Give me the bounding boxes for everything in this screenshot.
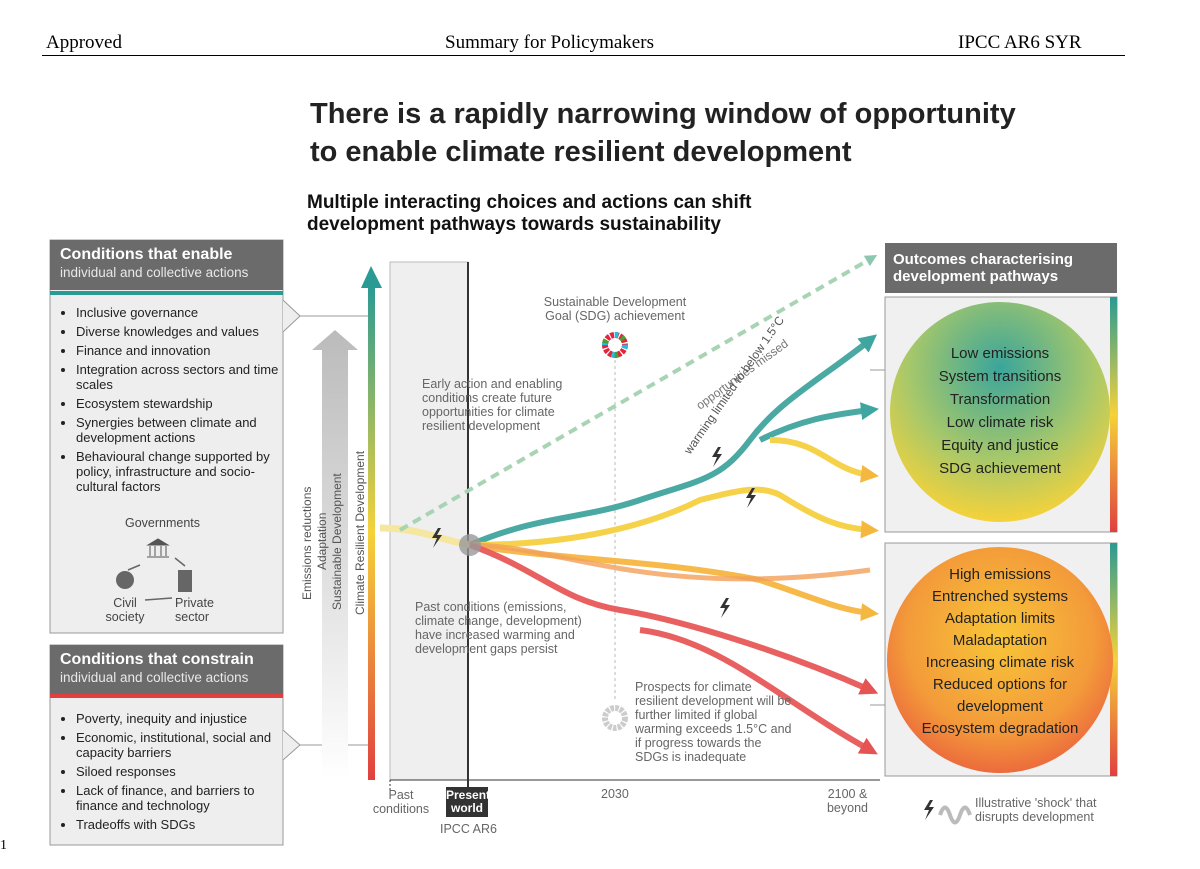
subtitle-line: development pathways towards sustainabil… bbox=[307, 214, 721, 235]
y-label: Adaptation bbox=[315, 512, 329, 570]
y-label: Climate Resilient Development bbox=[353, 450, 367, 615]
good-outcome: Transformation bbox=[949, 391, 1051, 408]
x-label: 2030 bbox=[601, 787, 629, 801]
enable-box bbox=[49, 239, 284, 634]
header-center: Summary for Policymakers bbox=[445, 32, 654, 53]
x-label-present: Present world bbox=[446, 787, 491, 817]
pathway bbox=[468, 542, 879, 695]
good-outcome: Equity and justice bbox=[941, 437, 1059, 454]
title: There is a rapidly narrowing window of o… bbox=[310, 95, 1016, 171]
constrain-item: Lack of finance, and barriers to finance… bbox=[76, 783, 281, 813]
outcome-header bbox=[885, 243, 1117, 293]
x-label-note: IPCC AR6 bbox=[440, 822, 497, 836]
constrain-item: Poverty, inequity and injustice bbox=[76, 711, 281, 726]
subtitle: Multiple interacting choices and actions… bbox=[307, 192, 751, 236]
bad-sphere bbox=[887, 547, 1113, 773]
enable-item: Ecosystem stewardship bbox=[76, 396, 281, 411]
good-outcome: Low climate risk bbox=[946, 414, 1054, 431]
enable-item: Behavioural change supported by policy, … bbox=[76, 449, 281, 494]
enable-bar bbox=[50, 291, 283, 295]
bad-outcome: Ecosystem degradation bbox=[921, 720, 1079, 737]
prospects-note: Prospects for climate resilient developm… bbox=[635, 680, 792, 764]
title-line: There is a rapidly narrowing window of o… bbox=[310, 98, 1016, 130]
early-note: Early action and enabling conditions cre… bbox=[422, 377, 563, 433]
good-list: Low emissions System transitions Transform… bbox=[915, 342, 1085, 480]
pathway bbox=[469, 542, 871, 582]
bad-outcome: Reduced options for development bbox=[932, 676, 1068, 715]
constrain-bar bbox=[50, 694, 283, 698]
header-left: Approved bbox=[46, 32, 122, 53]
bad-outcome: Entrenched systems bbox=[932, 588, 1068, 605]
title-line: to enable climate resilient development bbox=[310, 136, 852, 168]
constrain-item: Siloed responses bbox=[76, 764, 281, 779]
enable-title: Conditions that enable bbox=[60, 246, 233, 263]
y-label: Sustainable Development bbox=[330, 473, 344, 610]
enable-list: Inclusive governance Diverse knowledges a… bbox=[64, 305, 281, 498]
y-label: Emissions reductions bbox=[300, 486, 314, 600]
sdg-note: Sustainable Development Goal (SDG) achie… bbox=[543, 295, 687, 323]
y-arrow bbox=[361, 266, 382, 288]
private-icon bbox=[178, 570, 192, 592]
gov-icon bbox=[146, 538, 170, 558]
legend: Illustrative 'shock' that disrupts devel… bbox=[975, 796, 1097, 824]
enable-item: Integration across sectors and time scal… bbox=[76, 362, 281, 392]
good-bar bbox=[1110, 297, 1117, 532]
origin bbox=[459, 534, 481, 556]
sdg-wheel bbox=[602, 332, 628, 358]
sdg-wheel-faded bbox=[602, 705, 628, 731]
pointer bbox=[282, 729, 301, 761]
pointer bbox=[282, 299, 301, 333]
pathway bbox=[769, 437, 879, 483]
pathway bbox=[639, 627, 878, 755]
constrain-item: Economic, institutional, social and capa… bbox=[76, 730, 281, 760]
connector bbox=[870, 369, 885, 706]
header-right: IPCC AR6 SYR bbox=[958, 32, 1082, 53]
outcome-title: Outcomes characterising development path… bbox=[893, 251, 1074, 285]
page-number: 1 bbox=[0, 838, 7, 853]
good-outcome: Low emissions bbox=[950, 345, 1050, 362]
past-band bbox=[389, 261, 469, 781]
actor: Private sector bbox=[175, 596, 214, 624]
bad-outcome: Adaptation limits bbox=[944, 610, 1056, 627]
missed-path bbox=[399, 255, 878, 532]
pathway bbox=[758, 402, 879, 443]
constrain-header: Conditions that constrain individual and … bbox=[50, 645, 283, 694]
bad-outcome: Increasing climate risk bbox=[925, 654, 1075, 671]
good-outcome: SDG achievement bbox=[939, 460, 1061, 477]
constrain-subtitle: individual and collective actions bbox=[60, 670, 249, 685]
actor: Civil society bbox=[105, 596, 145, 624]
pathway bbox=[469, 486, 879, 548]
actor: Governments bbox=[125, 516, 201, 530]
enable-item: Inclusive governance bbox=[76, 305, 281, 320]
enable-item: Finance and innovation bbox=[76, 343, 281, 358]
x-label: Past conditions bbox=[372, 788, 430, 816]
enable-header: Conditions that enable individual and col… bbox=[50, 240, 283, 290]
civil-icon bbox=[116, 571, 134, 589]
bad-bar bbox=[1110, 543, 1117, 776]
shock-wave bbox=[938, 805, 972, 825]
bad-list: High emissions Entrenched systems Adaptati… bbox=[915, 564, 1085, 740]
cycle-arrows bbox=[127, 557, 186, 601]
good-sphere bbox=[890, 302, 1110, 522]
constrain-title: Conditions that constrain bbox=[60, 651, 254, 668]
shocks bbox=[432, 447, 934, 820]
gray-arrow bbox=[312, 330, 358, 780]
pathway bbox=[468, 334, 878, 548]
enable-subtitle: individual and collective actions bbox=[60, 265, 249, 280]
enable-item: Synergies between climate and developmen… bbox=[76, 415, 281, 445]
constrain-item: Tradeoffs with SDGs bbox=[76, 817, 281, 832]
constrain-list: Poverty, inequity and injustice Economic,… bbox=[64, 711, 281, 836]
enable-item: Diverse knowledges and values bbox=[76, 324, 281, 339]
bad-outcome: Maladaptation bbox=[952, 632, 1048, 649]
subtitle-line: Multiple interacting choices and actions… bbox=[307, 192, 752, 213]
past-note: Past conditions (emissions, climate chan… bbox=[415, 600, 582, 656]
bad-outcome: High emissions bbox=[949, 566, 1051, 583]
good-outcome: System transitions bbox=[938, 368, 1062, 385]
y-axis bbox=[368, 285, 375, 780]
x-label: 2100 & beyond bbox=[826, 787, 868, 815]
header-rule bbox=[42, 55, 1125, 56]
